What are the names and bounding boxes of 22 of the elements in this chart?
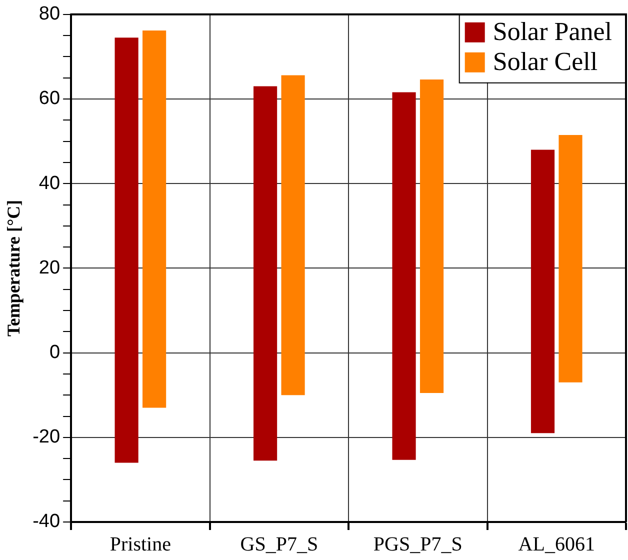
- y-tick-label: 0: [49, 342, 60, 364]
- y-tick-label: -40: [32, 511, 60, 532]
- x-tick-label: Pristine: [110, 533, 172, 556]
- y-tick-label: 60: [38, 88, 60, 110]
- bar: [114, 38, 138, 463]
- y-tick-label: 20: [38, 257, 60, 278]
- legend-label: Solar Panel: [492, 17, 612, 46]
- legend-label: Solar Cell: [492, 47, 598, 76]
- y-axis-title: Temperature [°C]: [3, 200, 24, 337]
- x-tick-label: GS_P7_S: [240, 533, 318, 556]
- bar: [392, 92, 416, 460]
- bar: [281, 75, 305, 396]
- y-tick-label: 80: [38, 4, 60, 25]
- y-tick-label: 40: [38, 172, 60, 194]
- x-tick-label: PGS_P7_S: [373, 533, 462, 556]
- y-tick-label: -20: [32, 426, 60, 448]
- bar: [142, 30, 166, 408]
- bar: [530, 150, 555, 434]
- bar: [558, 134, 582, 382]
- bar: [253, 86, 278, 461]
- bar: [420, 80, 444, 393]
- x-tick-label: AL_6061: [518, 533, 595, 556]
